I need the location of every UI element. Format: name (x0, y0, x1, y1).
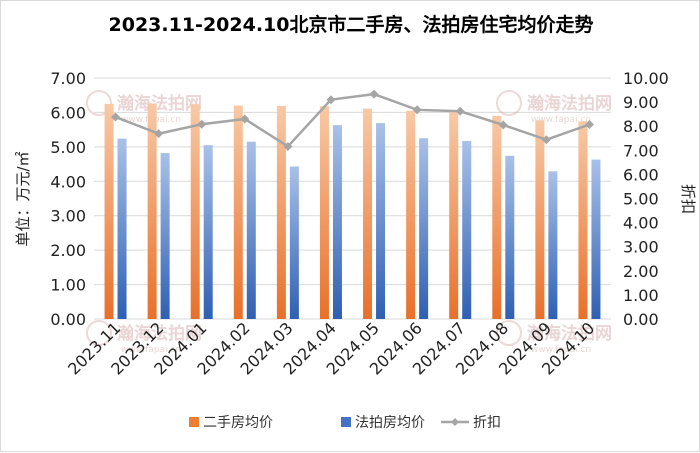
y2-tick-label: 0.00 (623, 310, 659, 329)
discount-point (154, 129, 164, 139)
watermark-url: www.fapai.cn (121, 345, 181, 355)
discount-point (369, 89, 379, 99)
y2-tick-label: 3.00 (623, 238, 659, 257)
bar-secondhand-price (406, 110, 416, 319)
discount-line (111, 89, 594, 151)
discount-line-path (115, 92, 590, 149)
bar-secondhand-price (319, 106, 329, 319)
y2-tick-label: 6.00 (623, 165, 659, 184)
y-tick-label: 3.00 (50, 207, 86, 226)
discount-point (541, 135, 551, 145)
y2-tick-label: 10.00 (623, 69, 669, 88)
bar-secondhand-price (190, 104, 200, 319)
bar-auction-price (591, 159, 601, 319)
bar-auction-price (117, 138, 127, 319)
bar-secondhand-price (578, 121, 588, 319)
x-axis-ticks: 2023.112023.122024.012024.022024.032024.… (64, 318, 598, 378)
gridlines (94, 77, 611, 320)
bar-auction-price (332, 125, 342, 319)
bar-secondhand-price (233, 105, 243, 320)
bar-auction-price (505, 155, 515, 319)
y-tick-label: 5.00 (50, 138, 86, 157)
watermark-logo-icon (496, 90, 522, 116)
y-tick-label: 2.00 (50, 241, 86, 260)
bar-secondhand-price (492, 115, 502, 319)
y-tick-label: 0.00 (50, 310, 86, 329)
bar-auction-price (548, 171, 558, 319)
legend-swatch-secondhand (189, 417, 199, 427)
watermark-url: www.fapai.cn (531, 345, 591, 355)
watermark-brand: 瀚海法拍网 (116, 93, 202, 114)
discount-point (455, 106, 465, 116)
legend-marker-discount (451, 418, 459, 426)
discount-point (240, 114, 250, 124)
y2-tick-label: 1.00 (623, 286, 659, 305)
discount-point (111, 112, 121, 122)
discount-point (498, 120, 508, 130)
watermark-brand: 瀚海法拍网 (526, 93, 612, 114)
bar-auction-price (289, 166, 299, 319)
y2-tick-label: 4.00 (623, 214, 659, 233)
y-axis-title: 单位：万元/㎡ (14, 151, 32, 246)
bar-secondhand-price (104, 103, 114, 319)
y-tick-label: 7.00 (50, 69, 86, 88)
legend-label-auction: 法拍房均价 (355, 415, 425, 431)
left-axis-ticks: 0.00 1.00 2.00 3.00 4.00 5.00 6.00 7.00 (50, 69, 86, 329)
watermark-brand: 瀚海法拍网 (116, 323, 202, 344)
y-tick-label: 4.00 (50, 172, 86, 191)
y2-tick-label: 9.00 (623, 93, 659, 112)
discount-point (283, 141, 293, 151)
bar-secondhand-price (535, 120, 545, 320)
legend: 二手房均价 法拍房均价 折扣 (189, 415, 501, 431)
discount-point (584, 120, 594, 130)
watermark-logo-icon (86, 320, 112, 346)
y2-tick-label: 5.00 (623, 190, 659, 209)
legend-label-discount: 折扣 (473, 415, 501, 431)
bar-auction-price (462, 141, 472, 319)
chart-title: 2023.11-2024.10北京市二手房、法拍房住宅均价走势 (109, 13, 594, 36)
discount-point (412, 105, 422, 115)
y-tick-label: 6.00 (50, 103, 86, 122)
bar-secondhand-price (147, 103, 157, 319)
bar-secondhand-price (449, 112, 459, 319)
watermark-brand: 瀚海法拍网 (526, 323, 612, 344)
watermark-url: www.fapai.cn (531, 115, 591, 125)
bar-auction-price (376, 123, 386, 319)
legend-swatch-auction (341, 417, 351, 427)
bar-auction-price (246, 141, 256, 319)
bar-auction-price (419, 138, 429, 319)
legend-label-secondhand: 二手房均价 (203, 415, 273, 431)
watermark-logo-icon (86, 90, 112, 116)
discount-point (326, 95, 336, 105)
right-axis-ticks: 0.00 1.00 2.00 3.00 4.00 5.00 6.00 7.00 8.00 9.00… (623, 69, 669, 329)
y-tick-label: 1.00 (50, 276, 86, 295)
y2-axis-title: 折扣 (679, 184, 697, 214)
discount-point (197, 119, 207, 129)
bar-secondhand-price (363, 108, 373, 320)
y2-tick-label: 8.00 (623, 117, 659, 136)
y2-tick-label: 7.00 (623, 141, 659, 160)
bar-auction-price (160, 153, 170, 319)
bars (104, 103, 601, 320)
y2-tick-label: 2.00 (623, 262, 659, 281)
watermark-logo-icon (496, 320, 522, 346)
bar-secondhand-price (276, 105, 286, 319)
bar-auction-price (203, 145, 213, 319)
